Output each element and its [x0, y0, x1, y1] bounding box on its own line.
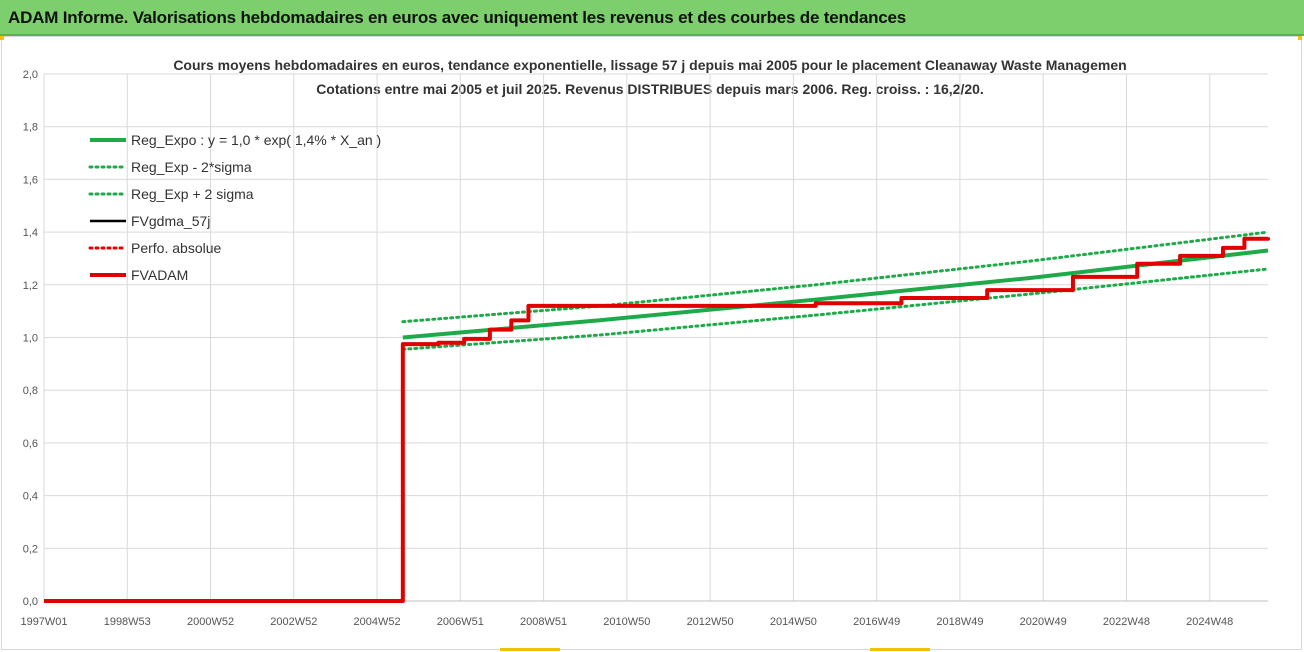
y-tick-label: 1,2 [23, 280, 38, 292]
x-tick-label: 2020W49 [1020, 616, 1067, 628]
y-tick-label: 1,0 [23, 333, 38, 345]
series-lines [44, 230, 1270, 603]
legend-label: FVADAM [131, 267, 188, 283]
x-tick-label: 2002W52 [270, 616, 317, 628]
legend: Reg_Expo : y = 1,0 * exp( 1,4% * X_an ) R… [88, 132, 381, 283]
y-tick-label: 2,0 [23, 69, 38, 81]
y-tick-label: 1,6 [23, 174, 38, 186]
x-tick-label: 2008W51 [520, 616, 567, 628]
x-tick-label: 2024W48 [1186, 616, 1233, 628]
y-tick-label: 0,6 [23, 438, 38, 450]
series-line-reg-exp-2-sigma [401, 230, 1270, 324]
x-tick-label: 2000W52 [187, 616, 234, 628]
series-line-fvgdma-57j [44, 344, 405, 603]
y-tick-label: 1,4 [23, 227, 38, 239]
corner-marker [1298, 36, 1302, 40]
series-line-reg-exp-2-sigma [401, 267, 1270, 351]
legend-label: Perfo. absolue [131, 240, 221, 256]
x-tick-label: 2018W49 [936, 616, 983, 628]
series-line-reg-expo-y-1-0-exp-1-4-x-an [402, 248, 1269, 340]
y-tick-label: 0,2 [23, 543, 38, 555]
corner-marker [500, 648, 560, 651]
chart-title-line-1: Cours moyens hebdomadaires en euros, ten… [173, 57, 1126, 73]
x-tick-label: 2016W49 [853, 616, 900, 628]
x-tick-label: 2004W52 [354, 616, 401, 628]
y-tick-label: 0,4 [23, 491, 38, 503]
legend-label: Reg_Expo : y = 1,0 * exp( 1,4% * X_an ) [131, 132, 381, 148]
page-title: ADAM Informe. Valorisations hebdomadaire… [8, 8, 907, 27]
x-tick-label: 2022W48 [1103, 616, 1150, 628]
axis-labels: 0,0 0,2 0,4 0,6 0,8 1,0 1,2 1,4 1,6 1,8 2,0 1997W01… [20, 69, 1233, 628]
grid-lines [43, 73, 1268, 602]
header-bar: ADAM Informe. Valorisations hebdomadaire… [0, 0, 1304, 36]
legend-label: FVgdma_57j [131, 213, 210, 229]
y-tick-label: 0,0 [23, 596, 38, 608]
x-tick-label: 2014W50 [770, 616, 817, 628]
x-tick-label: 2010W50 [603, 616, 650, 628]
chart-title-line-2: Cotations entre mai 2005 et juil 2025. R… [316, 81, 984, 97]
y-tick-label: 0,8 [23, 385, 38, 397]
series-line-fvadam [44, 236, 1270, 603]
x-tick-label: 1997W01 [20, 616, 67, 628]
corner-marker [870, 648, 930, 651]
x-tick-label: 2006W51 [437, 616, 484, 628]
chart-area [1, 36, 1302, 650]
x-tick-label: 2012W50 [687, 616, 734, 628]
corner-marker [0, 36, 4, 40]
y-tick-label: 1,8 [23, 122, 38, 134]
x-tick-label: 1998W53 [104, 616, 151, 628]
legend-label: Reg_Exp + 2 sigma [131, 186, 254, 202]
legend-label: Reg_Exp - 2*sigma [131, 159, 252, 175]
